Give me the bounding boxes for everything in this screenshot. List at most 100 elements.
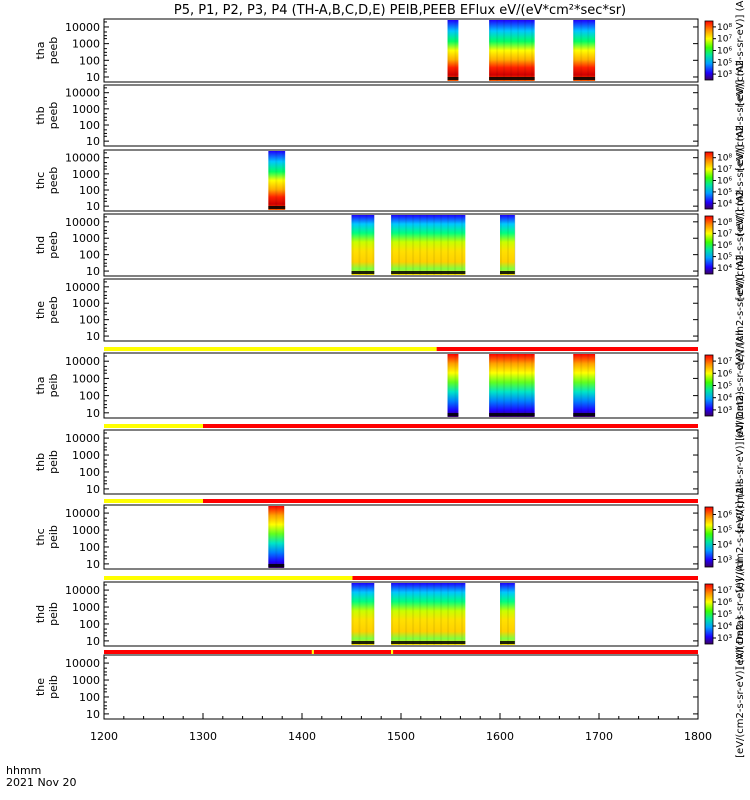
status-segment	[393, 650, 698, 654]
spectrogram-texture	[531, 354, 534, 417]
panel-ylabel-product: peeb	[47, 167, 60, 195]
status-segment	[104, 576, 353, 580]
spectrogram-texture	[275, 151, 278, 210]
panel-frame	[103, 18, 699, 83]
spectrogram-texture	[524, 354, 527, 417]
y-tick-label: 1000	[72, 168, 100, 181]
colorbar-tick-label: 10⁶	[717, 598, 732, 608]
x-tick-label: 1700	[585, 730, 613, 743]
panel-frame	[103, 213, 699, 277]
spectrogram-texture	[391, 215, 394, 275]
spectrogram-texture	[282, 506, 285, 568]
spectrogram-texture	[503, 20, 506, 81]
spectrogram-texture	[398, 215, 401, 275]
spectrogram-texture	[412, 215, 415, 275]
panel-ylabel-product: peib	[47, 450, 60, 474]
panel-ylabel-product: peib	[47, 525, 60, 549]
spectrogram-interval	[573, 20, 596, 81]
colorbar-label: [eV/(cm2-s-sr-eV)] (All Data)	[735, 616, 746, 758]
y-tick-label: 10	[86, 71, 100, 84]
spectrogram-texture	[351, 215, 354, 275]
status-segment	[311, 650, 314, 654]
spectrogram-texture	[447, 583, 450, 645]
spectrogram-texture	[489, 354, 492, 417]
colorbar-tick-label: 10³	[717, 70, 732, 80]
spectrogram-texture	[510, 20, 513, 81]
floor-trace	[268, 206, 286, 209]
colorbar-tick-label: 10⁵	[717, 382, 732, 392]
status-segment	[104, 650, 312, 654]
spectrogram-texture	[426, 583, 429, 645]
y-tick-label: 10000	[65, 21, 100, 34]
y-tick-label: 100	[79, 691, 100, 704]
spectrogram-texture	[282, 151, 285, 210]
colorbar	[704, 151, 714, 210]
colorbar-label: [eV/(cm2-s-sr-eV)] (All Data)	[735, 391, 746, 533]
colorbar-tick-label: 10⁷	[717, 229, 732, 239]
panel-frame	[103, 429, 699, 495]
spectrogram-texture	[524, 20, 527, 81]
spectrogram-texture	[426, 215, 429, 275]
floor-trace	[268, 564, 285, 567]
colorbar	[704, 215, 714, 275]
spectrogram-texture	[489, 20, 492, 81]
panel-10: 10 100 1000 10000 the peib [eV/(cm2-s-sr-eV)] …	[34, 616, 746, 758]
spectrogram-interval	[447, 354, 459, 417]
colorbar-tick-label: 10³	[717, 406, 732, 416]
spectrogram-texture	[510, 354, 513, 417]
colorbar-tick-label: 10⁵	[717, 58, 732, 68]
status-segment	[203, 424, 698, 428]
spectrogram-texture	[461, 215, 464, 275]
panel-ylabel-product: peeb	[47, 37, 60, 65]
spectrogram-texture	[433, 215, 436, 275]
colorbar-label: [eV/(cm2-s-sr-eV)] (All	[735, 482, 746, 593]
spectrogram-interval	[489, 354, 535, 417]
spectrogram-texture	[587, 354, 590, 417]
panel-ylabel-product: peib	[47, 602, 60, 626]
spectrogram-interval	[351, 215, 375, 275]
status-segment	[104, 424, 203, 428]
spectrogram-texture	[447, 354, 450, 417]
panel-5: 10 100 1000 10000 the peeb [eV/(cm2-s-sr-eV)] …	[34, 255, 746, 366]
y-tick-label: 10	[86, 407, 100, 420]
status-segment	[313, 650, 392, 654]
panel-ylabel-probe: the	[34, 678, 47, 696]
y-tick-label: 1000	[72, 38, 100, 51]
panel-8: 10 100 1000 10000 thc peib 10³ 10⁴ 10⁵ 10⁶ [eV/(cm…	[34, 482, 746, 593]
floor-trace	[447, 413, 459, 416]
floor-trace	[351, 641, 375, 644]
x-tick-label: 1400	[288, 730, 316, 743]
spectrogram-texture	[405, 215, 408, 275]
status-segment	[104, 347, 437, 351]
y-tick-label: 100	[79, 249, 100, 262]
status-segment	[203, 499, 698, 503]
colorbar-tick-label: 10⁶	[717, 47, 732, 57]
floor-trace	[391, 641, 466, 644]
y-tick-label: 10000	[65, 432, 100, 445]
spectrogram-interval	[500, 583, 515, 645]
y-tick-label: 10000	[65, 152, 100, 165]
spectrogram-texture	[419, 583, 422, 645]
spectrogram-texture	[275, 506, 278, 568]
spectrogram-interval	[268, 151, 286, 210]
floor-trace	[500, 641, 515, 644]
spectrogram-texture	[372, 215, 375, 275]
colorbar-tick-label: 10⁴	[717, 394, 732, 404]
status-segment	[391, 650, 394, 654]
footer-date-label: 2021 Nov 20	[6, 776, 76, 789]
spectrogram-texture	[496, 20, 499, 81]
colorbar-tick-label: 10⁸	[717, 218, 732, 228]
spectrogram-texture	[440, 583, 443, 645]
spectrogram-texture	[454, 20, 457, 81]
spectrogram-texture	[412, 583, 415, 645]
spectrogram-texture	[507, 215, 509, 275]
panel-ylabel-probe: thc	[34, 172, 47, 189]
panel-frame	[103, 581, 699, 647]
x-tick-label: 1500	[387, 730, 415, 743]
spectrogram-texture	[461, 583, 464, 645]
spectrogram-texture	[496, 354, 499, 417]
colorbar-tick-label: 10⁴	[717, 541, 732, 551]
panel-ylabel-probe: the	[34, 301, 47, 319]
